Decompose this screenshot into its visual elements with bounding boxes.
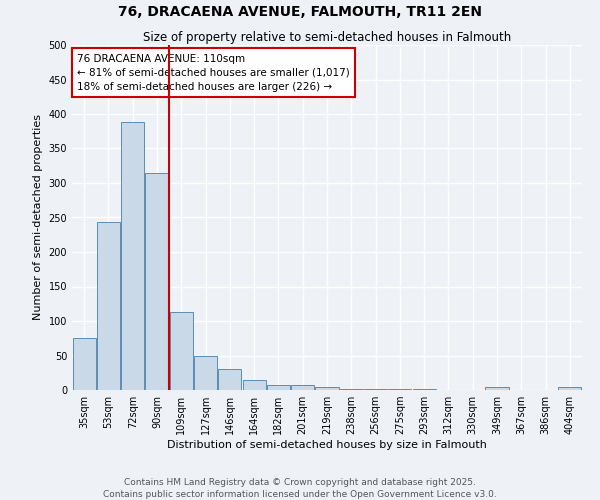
Bar [97,222,120,390]
Text: 76, DRACAENA AVENUE, FALMOUTH, TR11 2EN: 76, DRACAENA AVENUE, FALMOUTH, TR11 2EN [118,5,482,19]
Bar [267,385,290,390]
Text: 76 DRACAENA AVENUE: 110sqm
← 81% of semi-detached houses are smaller (1,017)
18%: 76 DRACAENA AVENUE: 110sqm ← 81% of semi… [77,54,350,92]
Bar [194,356,217,390]
X-axis label: Distribution of semi-detached houses by size in Falmouth: Distribution of semi-detached houses by … [167,440,487,450]
Bar [316,386,338,390]
Bar [291,385,314,390]
Bar [170,312,193,390]
Bar [559,387,581,390]
Title: Size of property relative to semi-detached houses in Falmouth: Size of property relative to semi-detach… [143,31,511,44]
Text: Contains HM Land Registry data © Crown copyright and database right 2025.
Contai: Contains HM Land Registry data © Crown c… [103,478,497,499]
Y-axis label: Number of semi-detached properties: Number of semi-detached properties [33,114,43,320]
Bar [340,388,363,390]
Bar [218,370,241,390]
Bar [145,172,169,390]
Bar [242,380,266,390]
Bar [485,387,509,390]
Bar [364,388,387,390]
Bar [73,338,95,390]
Bar [121,122,144,390]
